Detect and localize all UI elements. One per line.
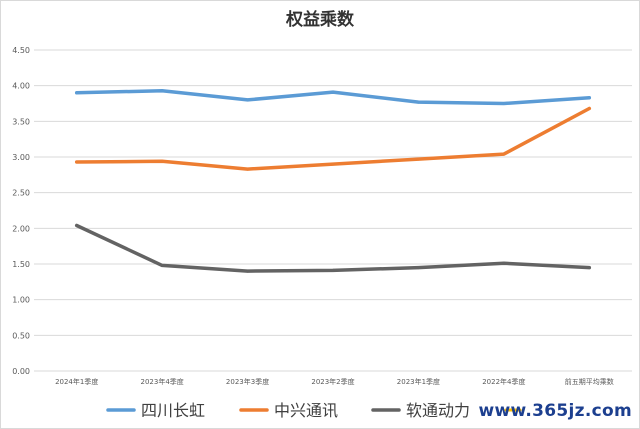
y-tick-label: 4.00 — [12, 82, 30, 91]
y-tick-label: 1.00 — [12, 296, 30, 305]
legend-label: 中兴通讯 — [274, 401, 338, 420]
data-point — [246, 98, 250, 102]
y-tick-label: 2.00 — [12, 224, 30, 233]
data-point — [75, 91, 79, 95]
x-tick-label: 2023年1季度 — [397, 377, 440, 386]
x-tick-label: 2023年4季度 — [141, 377, 184, 386]
series-line — [74, 106, 592, 171]
data-point — [502, 102, 506, 105]
data-point — [416, 157, 420, 161]
y-tick-label: 0.00 — [12, 367, 30, 376]
data-point — [160, 263, 164, 267]
data-point — [75, 223, 79, 227]
data-point — [502, 152, 506, 156]
x-tick-label: 前五期平均乘数 — [565, 377, 614, 386]
x-tick-label: 2024年1季度 — [55, 377, 98, 386]
x-tick-label: 2022年4季度 — [482, 377, 525, 386]
y-tick-label: 3.50 — [12, 117, 30, 126]
y-tick-label: 4.50 — [12, 46, 30, 55]
legend-label: 软通动力 — [406, 401, 470, 420]
data-point — [246, 269, 250, 273]
watermark: www.365jz.com — [478, 401, 632, 421]
chart-title: 权益乘数 — [285, 9, 355, 30]
data-point — [416, 266, 420, 270]
x-tick-label: 2023年3季度 — [226, 377, 269, 386]
y-tick-label: 1.50 — [12, 260, 30, 269]
data-point — [587, 266, 591, 270]
data-point — [160, 89, 164, 93]
y-tick-label: 2.50 — [12, 189, 30, 198]
y-tick-label: 0.50 — [12, 331, 30, 340]
data-point — [587, 96, 591, 100]
data-point — [416, 100, 420, 104]
data-point — [75, 160, 79, 164]
legend-label: 四川长虹 — [141, 401, 205, 420]
y-tick-label: 3.00 — [12, 153, 30, 162]
data-point — [160, 159, 164, 163]
data-point — [331, 268, 335, 272]
data-point — [331, 90, 335, 94]
data-point — [587, 106, 591, 110]
x-tick-label: 2023年2季度 — [311, 377, 354, 386]
data-point — [502, 261, 506, 265]
data-point — [246, 167, 250, 171]
data-point — [331, 162, 335, 166]
